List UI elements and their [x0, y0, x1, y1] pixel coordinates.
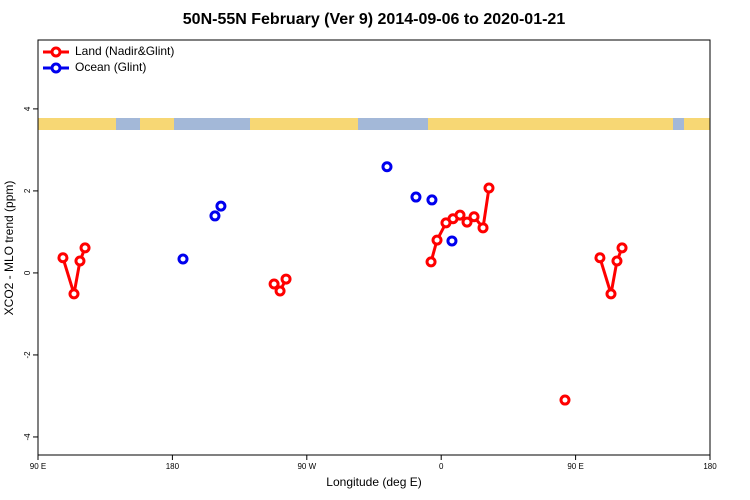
data-point	[215, 200, 227, 212]
data-line	[598, 247, 624, 295]
data-point	[477, 222, 489, 234]
x-tick-label: 0	[439, 462, 444, 471]
data-point	[426, 194, 438, 206]
x-tick-label: 180	[703, 462, 717, 471]
legend-label: Ocean (Glint)	[75, 60, 146, 74]
data-point	[280, 273, 292, 285]
plot-frame	[37, 39, 711, 456]
data-point	[461, 216, 473, 228]
land-mask-strip	[38, 118, 710, 130]
y-tick-label: -2	[23, 351, 32, 359]
data-point	[79, 242, 91, 254]
chart-title: 50N-55N February (Ver 9) 2014-09-06 to 2…	[183, 11, 566, 28]
data-point	[274, 285, 286, 297]
y-tick-label: 4	[23, 106, 32, 111]
data-point	[559, 394, 571, 406]
x-tick-label: 180	[166, 462, 180, 471]
y-axis-label: XCO2 - MLO trend (ppm)	[2, 181, 16, 316]
data-point	[74, 255, 86, 267]
x-tick-label: 90 E	[30, 462, 46, 471]
legend-label: Land (Nadir&Glint)	[75, 44, 174, 58]
data-point	[68, 288, 80, 300]
legend-marker	[50, 46, 62, 58]
data-point	[57, 252, 69, 264]
data-point	[431, 234, 443, 246]
x-tick-label: 90 E	[567, 462, 583, 471]
data-point	[446, 235, 458, 247]
data-point	[483, 182, 495, 194]
data-point	[410, 191, 422, 203]
data-point	[177, 253, 189, 265]
data-point	[425, 256, 437, 268]
data-point	[605, 288, 617, 300]
y-tick-label: 2	[23, 188, 32, 193]
y-tick-label: 0	[23, 270, 32, 275]
data-point	[594, 252, 606, 264]
x-tick-label: 90 W	[297, 462, 316, 471]
legend-marker	[50, 62, 62, 74]
data-line	[61, 247, 87, 295]
data-point	[611, 255, 623, 267]
data-point	[468, 211, 480, 223]
data-point	[616, 242, 628, 254]
x-axis-label: Longitude (deg E)	[326, 475, 421, 489]
data-point	[268, 278, 280, 290]
y-tick-label: -4	[23, 433, 32, 441]
data-point	[454, 209, 466, 221]
data-point	[209, 210, 221, 222]
data-point	[381, 161, 393, 173]
